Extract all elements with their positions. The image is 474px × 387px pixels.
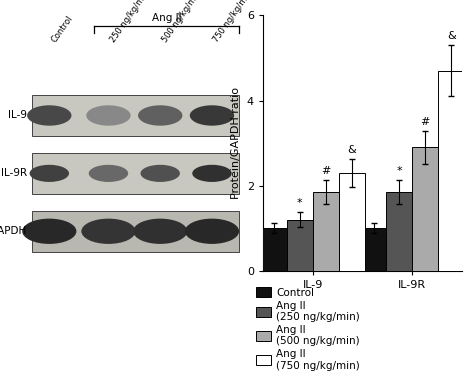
Text: Control: Control bbox=[49, 14, 74, 45]
Ellipse shape bbox=[89, 165, 128, 182]
Text: #: # bbox=[321, 166, 330, 176]
FancyBboxPatch shape bbox=[32, 211, 239, 252]
Ellipse shape bbox=[133, 219, 187, 244]
Text: 750 ng/kg/min: 750 ng/kg/min bbox=[212, 0, 255, 45]
Text: Ang II: Ang II bbox=[152, 14, 181, 23]
Ellipse shape bbox=[82, 219, 136, 244]
Text: *: * bbox=[297, 198, 303, 208]
FancyBboxPatch shape bbox=[32, 153, 239, 194]
Bar bbox=[313, 192, 339, 271]
Bar bbox=[339, 173, 365, 271]
Ellipse shape bbox=[140, 165, 180, 182]
Bar bbox=[361, 228, 386, 271]
Text: &: & bbox=[447, 31, 456, 41]
Legend: Control, Ang II
(250 ng/kg/min), Ang II
(500 ng/kg/min), Ang II
(750 ng/kg/min): Control, Ang II (250 ng/kg/min), Ang II … bbox=[254, 285, 362, 373]
Bar bbox=[386, 192, 412, 271]
Ellipse shape bbox=[22, 219, 76, 244]
Ellipse shape bbox=[190, 105, 234, 126]
Ellipse shape bbox=[29, 165, 69, 182]
Ellipse shape bbox=[86, 105, 131, 126]
Text: #: # bbox=[420, 117, 430, 127]
Y-axis label: Protein/GAPDH ratio: Protein/GAPDH ratio bbox=[231, 87, 241, 199]
Ellipse shape bbox=[27, 105, 72, 126]
Text: IL-9: IL-9 bbox=[8, 110, 27, 120]
Text: &: & bbox=[347, 145, 356, 155]
Bar bbox=[287, 220, 313, 271]
Text: 500 ng/kg/min: 500 ng/kg/min bbox=[160, 0, 202, 45]
Ellipse shape bbox=[185, 219, 239, 244]
Bar bbox=[438, 71, 464, 271]
Ellipse shape bbox=[192, 165, 232, 182]
Ellipse shape bbox=[138, 105, 182, 126]
Text: IL-9R: IL-9R bbox=[1, 168, 27, 178]
Text: GAPDH: GAPDH bbox=[0, 226, 27, 236]
Bar bbox=[261, 228, 287, 271]
Text: 250 ng/kg/min: 250 ng/kg/min bbox=[109, 0, 151, 45]
Text: *: * bbox=[397, 166, 402, 176]
FancyBboxPatch shape bbox=[32, 95, 239, 136]
Bar bbox=[412, 147, 438, 271]
